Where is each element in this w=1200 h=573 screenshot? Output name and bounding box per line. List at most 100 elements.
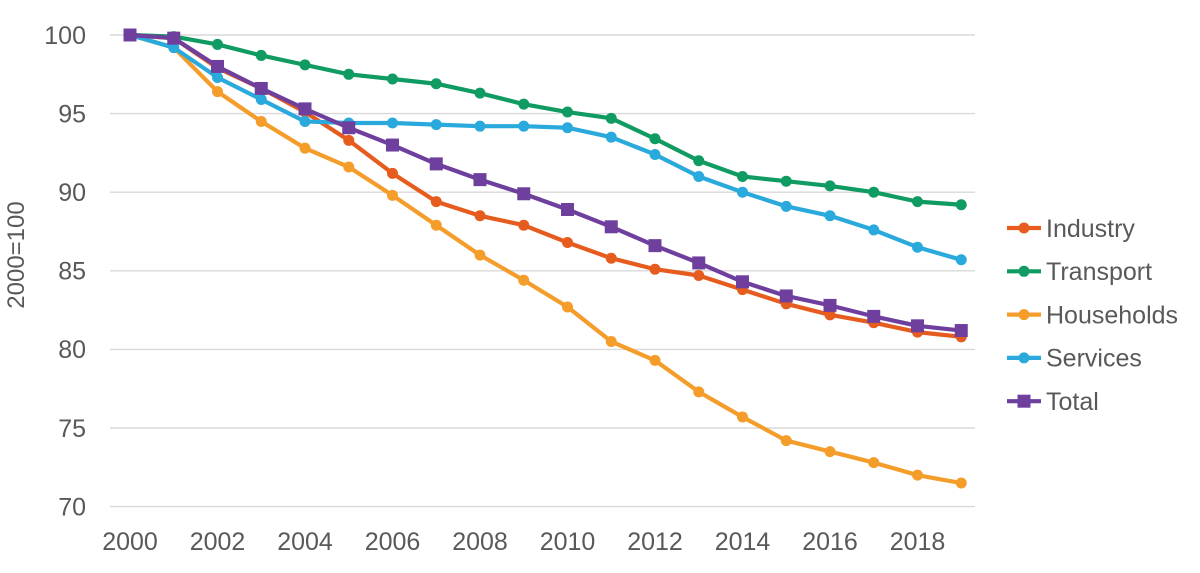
x-tick-label: 2008 (452, 528, 508, 556)
data-point (824, 309, 836, 321)
data-point (123, 28, 137, 42)
legend-marker-industry (1018, 222, 1030, 234)
data-point (692, 256, 706, 270)
data-point (649, 133, 661, 145)
data-point (824, 180, 836, 192)
data-point (604, 220, 618, 234)
y-tick-label: 70 (58, 493, 86, 521)
data-point (343, 134, 355, 146)
data-point (605, 336, 617, 348)
legend: Industry Transport Households Services Total (1007, 215, 1178, 416)
data-point (562, 237, 573, 249)
data-point (167, 31, 181, 45)
series-line-households (127, 32, 964, 486)
data-point (868, 457, 880, 469)
data-point (299, 142, 311, 154)
y-tick-label: 100 (44, 22, 86, 50)
data-point (473, 173, 487, 187)
data-point (430, 119, 442, 131)
data-point (212, 38, 223, 50)
data-point (823, 298, 837, 312)
data-point (955, 199, 967, 211)
data-point (736, 275, 749, 289)
x-tick-label: 2012 (627, 528, 683, 556)
data-point (824, 446, 836, 458)
data-point (867, 309, 881, 323)
data-point (474, 87, 486, 99)
data-point (737, 411, 748, 423)
data-point (386, 138, 399, 152)
x-tick-label: 2018 (890, 528, 946, 556)
data-point (518, 120, 530, 132)
series-markers-transport (124, 29, 967, 211)
x-tick-label: 2016 (802, 528, 858, 556)
data-point (518, 274, 530, 286)
data-point (299, 59, 311, 71)
data-point (212, 86, 223, 98)
x-tick-label: 2002 (190, 528, 246, 556)
data-point (693, 386, 705, 398)
data-point (868, 186, 880, 198)
series-line-total (127, 32, 964, 333)
data-point (517, 187, 531, 201)
series-markers-total (123, 28, 968, 338)
data-point (387, 167, 398, 179)
x-tick-label: 2006 (365, 528, 421, 556)
y-tick-label: 85 (58, 258, 86, 286)
legend-label: Transport (1046, 258, 1152, 286)
data-point (561, 202, 574, 216)
data-point (255, 93, 267, 105)
data-point (737, 170, 748, 182)
series-markers-households (124, 29, 967, 489)
data-point (955, 254, 967, 266)
data-point (779, 289, 793, 303)
data-point (342, 121, 356, 135)
data-point (430, 219, 442, 231)
data-point (780, 435, 792, 447)
data-point (254, 81, 268, 95)
data-point (430, 196, 442, 208)
data-point (298, 102, 312, 116)
data-point (693, 155, 705, 167)
data-point (168, 42, 180, 54)
data-point (255, 49, 267, 61)
data-point (343, 68, 355, 80)
data-point (649, 263, 661, 275)
data-point (387, 117, 398, 129)
x-tick-label: 2014 (715, 528, 771, 556)
legend-item-households[interactable]: Households (1007, 301, 1178, 329)
legend-item-industry[interactable]: Industry (1007, 215, 1135, 243)
data-point (780, 175, 792, 187)
legend-marker-total (1017, 394, 1031, 408)
x-tick-label: 2010 (540, 528, 596, 556)
series-markers-services (124, 29, 967, 266)
data-point (912, 196, 923, 208)
y-tick-label: 95 (58, 100, 86, 128)
data-point (780, 200, 792, 212)
legend-item-services[interactable]: Services (1007, 345, 1142, 373)
data-point (912, 241, 923, 253)
data-point (605, 112, 617, 124)
data-point (387, 189, 398, 201)
legend-item-total[interactable]: Total (1007, 388, 1099, 416)
data-point (518, 219, 530, 231)
data-point (737, 186, 748, 198)
legend-label: Total (1046, 388, 1099, 416)
legend-item-transport[interactable]: Transport (1007, 258, 1152, 286)
legend-marker-households (1018, 309, 1030, 321)
data-point (299, 115, 311, 127)
data-point (474, 249, 486, 261)
y-tick-label: 90 (58, 179, 86, 207)
data-point (429, 157, 443, 171)
data-point (605, 131, 617, 143)
series-line-services (127, 32, 964, 262)
data-point (693, 270, 705, 282)
data-point (693, 170, 705, 182)
data-point (430, 78, 442, 90)
data-point (474, 120, 486, 132)
data-point (649, 354, 661, 366)
data-point (824, 210, 836, 222)
data-point (562, 106, 573, 118)
legend-label: Industry (1046, 215, 1135, 243)
